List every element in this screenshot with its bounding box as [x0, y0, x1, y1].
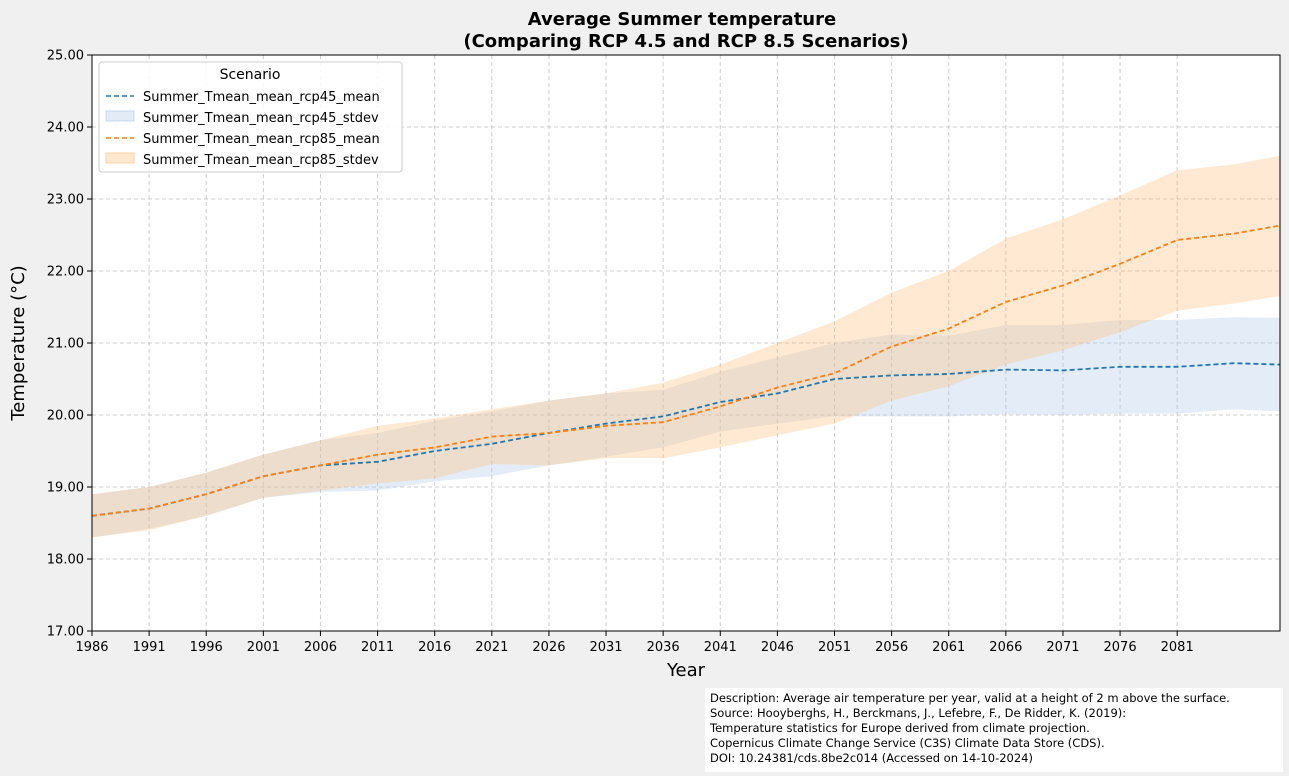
axis-ticks: 17.00 18.00 19.00 20.00 21.00 22.00 23.00 24.00…: [47, 49, 1194, 656]
x-tick-label: 2076: [1104, 640, 1137, 655]
y-tick-label: 19.00: [47, 481, 84, 496]
x-tick-label: 2081: [1161, 640, 1194, 655]
x-tick-label: 2021: [475, 640, 508, 655]
x-tick-label: 1996: [190, 640, 223, 655]
legend-swatch-rcp85-stdev: [105, 152, 135, 164]
legend-title: Scenario: [220, 67, 281, 83]
y-tick-label: 17.00: [47, 625, 84, 640]
grid-lines: [92, 55, 1280, 631]
mean-line-rcp85: [91, 224, 1281, 517]
y-tick-label: 20.00: [47, 409, 84, 424]
legend-swatch-rcp45-stdev: [105, 110, 135, 122]
x-tick-label: 2071: [1046, 640, 1079, 655]
legend-entry-rcp45-mean: Summer_Tmean_mean_rcp45_mean: [143, 90, 380, 105]
y-tick-label: 22.00: [47, 265, 84, 280]
x-tick-label: 2046: [761, 640, 794, 655]
mean-line-rcp45: [91, 362, 1281, 517]
source-footnote: Description: Average air temperature per…: [705, 688, 1283, 772]
x-tick-label: 2061: [932, 640, 965, 655]
x-tick-label: 2051: [818, 640, 851, 655]
x-tick-label: 2041: [704, 640, 737, 655]
x-tick-label: 2001: [247, 640, 280, 655]
legend-entry-rcp85-stdev: Summer_Tmean_mean_rcp85_stdev: [143, 153, 379, 168]
x-tick-label: 2031: [589, 640, 622, 655]
x-tick-label: 2016: [418, 640, 451, 655]
x-tick-label: 2011: [361, 640, 394, 655]
legend-box: [98, 61, 403, 173]
x-tick-label: 2066: [989, 640, 1022, 655]
footnote-doi: DOI: 10.24381/cds.8be2c014 (Accessed on …: [710, 751, 1033, 765]
y-tick-label: 23.00: [47, 193, 84, 208]
x-axis-label: Year: [666, 660, 706, 681]
y-tick-label: 25.00: [47, 49, 84, 64]
stdev-band-rcp85: [92, 155, 1280, 538]
y-axis-label: Temperature (°C): [8, 265, 29, 421]
y-tick-label: 18.00: [47, 553, 84, 568]
chart-title: Average Summer temperature: [528, 9, 836, 30]
y-tick-label: 21.00: [47, 337, 84, 352]
footnote-dataset: Temperature statistics for Europe derive…: [710, 721, 1090, 735]
x-tick-label: 2036: [647, 640, 680, 655]
legend: Scenario Summer_Tmean_mean_rcp45_mean Su…: [98, 61, 403, 173]
x-tick-label: 2006: [304, 640, 337, 655]
x-tick-label: 1991: [133, 640, 166, 655]
chart-subtitle: (Comparing RCP 4.5 and RCP 8.5 Scenarios…: [463, 31, 908, 52]
footnote-source: Source: Hooyberghs, H., Berckmans, J., L…: [710, 706, 1127, 720]
x-tick-label: 2056: [875, 640, 908, 655]
y-tick-label: 24.00: [47, 121, 84, 136]
footnote-description: Description: Average air temperature per…: [710, 691, 1230, 705]
legend-entry-rcp85-mean: Summer_Tmean_mean_rcp85_mean: [143, 132, 380, 147]
mean-lines: [91, 224, 1281, 517]
x-tick-label: 2026: [532, 640, 565, 655]
legend-entry-rcp45-stdev: Summer_Tmean_mean_rcp45_stdev: [143, 111, 379, 126]
footnote-service: Copernicus Climate Change Service (C3S) …: [710, 736, 1105, 750]
x-tick-label: 1986: [75, 640, 108, 655]
